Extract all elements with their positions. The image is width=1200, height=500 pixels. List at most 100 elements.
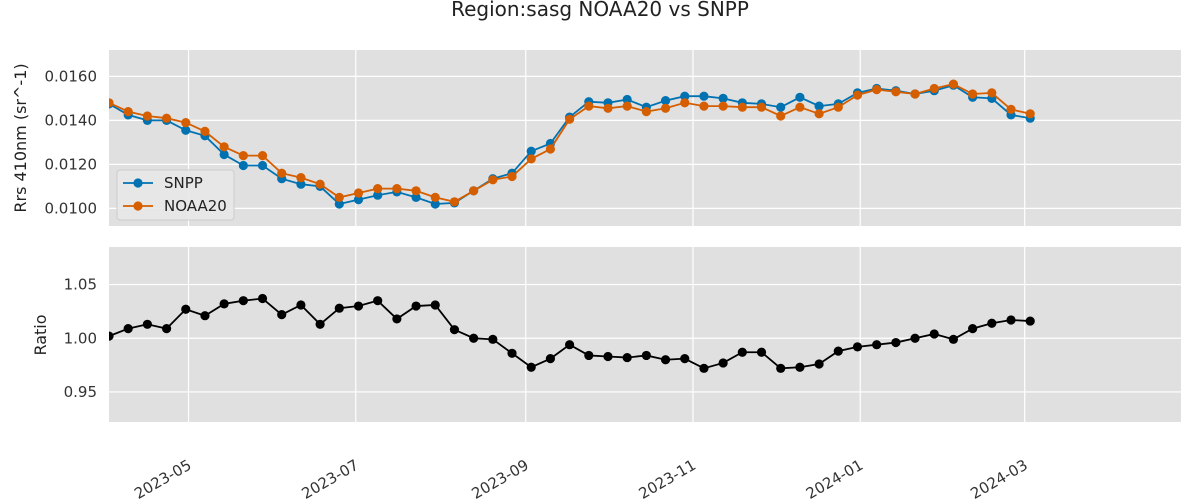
data-point-noaa20 — [680, 98, 690, 108]
data-point-ratio — [277, 310, 287, 320]
data-point-snpp — [622, 94, 632, 105]
data-point-noaa20 — [699, 101, 709, 111]
data-point-noaa20 — [449, 197, 460, 207]
data-point-snpp — [219, 149, 229, 160]
data-point-ratio — [219, 299, 229, 309]
data-point-noaa20 — [526, 154, 536, 164]
data-point-noaa20 — [142, 111, 152, 121]
data-point-ratio — [507, 348, 517, 358]
data-point-ratio — [238, 296, 248, 306]
data-point-snpp — [814, 101, 824, 111]
data-point-ratio — [161, 323, 172, 334]
data-point-ratio — [109, 331, 114, 341]
data-point-noaa20 — [814, 109, 824, 119]
data-point-noaa20 — [891, 87, 901, 97]
data-point-ratio — [795, 362, 805, 372]
data-point-snpp — [430, 199, 440, 209]
data-point-noaa20 — [430, 192, 440, 202]
y-tick-label: 1.00 — [64, 329, 97, 347]
data-point-ratio — [776, 363, 786, 373]
data-point-noaa20 — [334, 192, 344, 202]
data-point-noaa20 — [622, 101, 632, 111]
x-tick-label: 2023-09 — [468, 456, 531, 500]
data-point-ratio — [833, 346, 843, 356]
data-point-ratio — [315, 319, 325, 329]
data-point-snpp — [660, 96, 671, 106]
data-point-ratio — [353, 301, 364, 311]
data-point-noaa20 — [315, 179, 325, 189]
y-axis-label: Ratio — [31, 314, 50, 355]
x-tick-label: 2023-05 — [131, 456, 194, 500]
data-point-snpp — [334, 199, 344, 209]
data-point-noaa20 — [200, 126, 210, 136]
data-point-noaa20 — [181, 118, 191, 128]
data-point-noaa20 — [929, 83, 939, 94]
data-point-ratio — [392, 314, 402, 324]
data-point-noaa20 — [1006, 104, 1016, 114]
data-point-noaa20 — [718, 101, 728, 111]
plot-area — [109, 50, 1181, 226]
data-point-ratio — [123, 323, 133, 334]
data-point-ratio — [603, 351, 613, 362]
data-point-snpp — [257, 160, 268, 171]
data-point-noaa20 — [756, 102, 767, 112]
data-point-noaa20 — [1025, 109, 1035, 119]
y-tick-label: 0.0100 — [45, 199, 98, 217]
data-point-ratio — [565, 340, 575, 350]
data-point-ratio — [872, 340, 882, 350]
data-point-ratio — [852, 342, 863, 352]
data-point-ratio — [430, 300, 440, 310]
data-point-noaa20 — [660, 103, 671, 113]
data-point-snpp — [296, 179, 306, 189]
data-point-ratio — [142, 319, 152, 329]
data-point-noaa20 — [795, 102, 805, 112]
data-point-ratio — [334, 303, 344, 313]
data-point-ratio — [891, 337, 901, 348]
data-point-noaa20 — [123, 107, 133, 117]
x-tick-label: 2023-07 — [298, 456, 361, 500]
data-point-snpp — [699, 91, 709, 101]
data-point-ratio — [257, 293, 268, 304]
data-point-ratio — [411, 301, 421, 311]
data-point-noaa20 — [565, 114, 575, 124]
data-point-ratio — [296, 300, 306, 310]
data-point-snpp — [776, 102, 786, 112]
legend-label: NOAA20 — [164, 197, 227, 215]
data-point-snpp — [680, 91, 690, 101]
data-point-ratio — [469, 333, 479, 343]
x-tick-label: 2024-03 — [967, 456, 1030, 500]
y-axis-label: Rrs 410nm (sr^-1) — [11, 63, 30, 212]
data-point-noaa20 — [219, 142, 229, 152]
legend-label: SNPP — [164, 174, 203, 192]
data-point-noaa20 — [238, 151, 248, 161]
data-point-snpp — [526, 146, 536, 156]
data-point-ratio — [622, 352, 632, 363]
data-point-noaa20 — [545, 144, 556, 154]
x-tick-label: 2023-11 — [636, 456, 699, 500]
data-point-noaa20 — [488, 175, 498, 185]
data-point-ratio — [488, 334, 498, 344]
data-point-noaa20 — [296, 173, 306, 183]
data-point-ratio — [1006, 315, 1016, 325]
legend-marker — [133, 201, 143, 211]
data-point-noaa20 — [776, 111, 786, 121]
data-point-noaa20 — [392, 184, 402, 194]
data-point-ratio — [910, 333, 920, 343]
data-point-ratio — [660, 355, 671, 365]
data-point-noaa20 — [641, 107, 651, 117]
data-point-snpp — [411, 192, 421, 202]
plot-area — [109, 247, 1181, 422]
data-point-ratio — [814, 359, 824, 369]
data-point-noaa20 — [737, 102, 747, 112]
y-tick-label: 0.0160 — [45, 67, 98, 85]
data-point-noaa20 — [411, 186, 421, 196]
data-point-ratio — [181, 304, 191, 314]
data-point-ratio — [200, 311, 210, 321]
data-point-noaa20 — [507, 171, 517, 182]
data-point-ratio — [718, 358, 728, 368]
legend: SNPP NOAA20 — [116, 169, 235, 221]
data-point-snpp — [795, 92, 805, 102]
data-point-snpp — [353, 195, 364, 205]
bottom-panel-ratio: 0.95 1.00 1.05 Ratio 2023-05 2023-07 2023-09 20… — [31, 247, 1181, 500]
